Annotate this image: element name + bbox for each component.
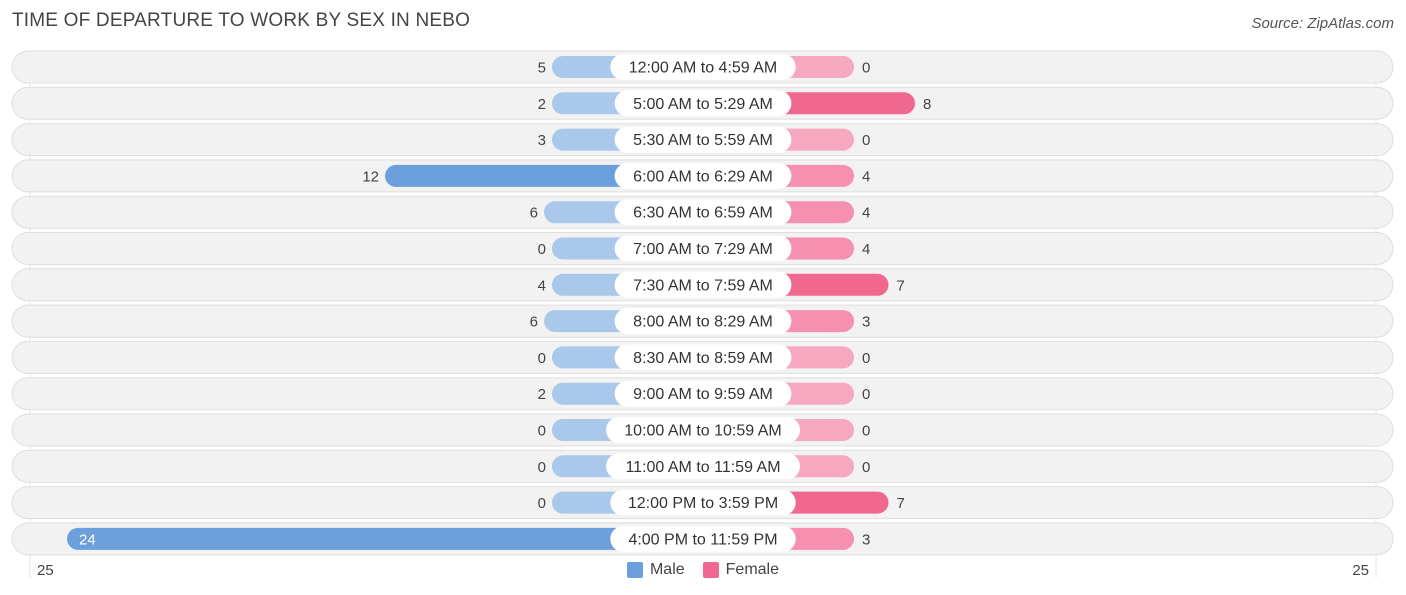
category-label-bg <box>606 417 800 443</box>
value-label-female: 0 <box>862 423 870 440</box>
value-label-female: 0 <box>862 459 870 476</box>
chart-title: TIME OF DEPARTURE TO WORK BY SEX IN NEBO <box>12 10 471 31</box>
value-label-male: 12 <box>362 168 379 185</box>
category-label-bg <box>614 199 792 226</box>
value-label-male: 6 <box>530 314 538 331</box>
value-label-male: 24 <box>79 531 96 548</box>
value-label-male: 0 <box>538 350 546 367</box>
value-label-female: 0 <box>862 350 870 367</box>
category-label-bg <box>614 126 792 153</box>
value-label-male: 2 <box>538 386 546 403</box>
category-label: 12:00 PM to 3:59 PM <box>628 495 778 512</box>
category-label: 9:00 AM to 9:59 AM <box>633 386 773 403</box>
category-label: 8:00 AM to 8:29 AM <box>633 314 773 331</box>
axis-max-label: 25 <box>1352 562 1369 579</box>
category-label: 4:00 PM to 11:59 PM <box>628 531 777 548</box>
source-label: Source: ZipAtlas.com <box>1251 15 1394 32</box>
axis-min-label: 25 <box>37 562 54 579</box>
category-label-bg <box>614 344 792 371</box>
legend-item-male: Male <box>626 561 685 579</box>
category-label-bg <box>614 308 792 335</box>
category-label-bg <box>610 525 796 552</box>
legend-swatch-female <box>702 562 719 578</box>
category-label: 6:30 AM to 6:59 AM <box>633 205 773 222</box>
value-label-female: 4 <box>862 168 870 185</box>
category-label-bg <box>614 162 792 189</box>
category-label-bg <box>610 54 796 80</box>
value-label-female: 3 <box>862 531 870 548</box>
value-label-male: 5 <box>538 60 546 77</box>
value-label-male: 0 <box>538 423 546 440</box>
category-label: 6:00 AM to 6:29 AM <box>633 168 773 185</box>
category-label: 11:00 AM to 11:59 AM <box>625 459 780 476</box>
value-label-female: 4 <box>862 241 870 258</box>
category-label-bg <box>614 380 792 407</box>
value-label-female: 7 <box>897 277 905 294</box>
legend-item-female: Female <box>702 561 780 579</box>
value-label-female: 4 <box>862 205 870 222</box>
value-label-male: 0 <box>538 241 546 258</box>
value-label-female: 8 <box>923 96 931 113</box>
legend: Male Female <box>0 561 1406 579</box>
value-label-male: 0 <box>538 459 546 476</box>
category-label-bg <box>610 489 796 516</box>
category-label: 5:00 AM to 5:29 AM <box>633 96 773 113</box>
value-label-male: 4 <box>538 277 546 294</box>
bar-male <box>67 527 703 550</box>
category-label: 8:30 AM to 8:59 AM <box>633 350 773 367</box>
category-label-bg <box>606 453 800 480</box>
value-label-male: 2 <box>538 96 546 113</box>
value-label-female: 0 <box>862 132 870 149</box>
category-label: 10:00 AM to 10:59 AM <box>624 423 781 440</box>
value-label-male: 6 <box>530 205 538 222</box>
value-label-female: 3 <box>862 314 870 331</box>
category-label: 5:30 AM to 5:59 AM <box>633 132 773 149</box>
value-label-female: 0 <box>862 386 870 403</box>
category-label-bg <box>614 235 792 262</box>
value-label-male: 3 <box>538 132 546 149</box>
value-label-female: 0 <box>862 60 870 77</box>
category-label: 7:00 AM to 7:29 AM <box>633 241 773 258</box>
value-label-male: 0 <box>538 495 546 512</box>
legend-label-female: Female <box>725 561 780 578</box>
category-label-bg <box>614 271 792 298</box>
category-label-bg <box>614 90 792 117</box>
category-label: 12:00 AM to 4:59 AM <box>629 60 778 77</box>
value-label-female: 7 <box>897 495 905 512</box>
legend-swatch-male <box>626 562 643 578</box>
legend-label-male: Male <box>649 561 685 578</box>
category-label: 7:30 AM to 7:59 AM <box>633 277 773 294</box>
